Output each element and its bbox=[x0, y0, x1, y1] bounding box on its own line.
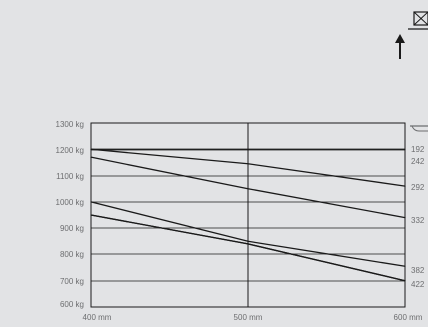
series-labels: 192 242 292 332 382 422 bbox=[411, 145, 425, 289]
lift-arrow-icon bbox=[395, 34, 405, 59]
data-point bbox=[90, 214, 92, 216]
series-label-192: 192 bbox=[411, 145, 425, 154]
y-tick-label: 700 kg bbox=[60, 277, 84, 286]
data-point bbox=[404, 280, 406, 282]
y-tick-label: 800 kg bbox=[60, 250, 84, 259]
data-point bbox=[404, 265, 406, 267]
series-label-382: 382 bbox=[411, 266, 425, 275]
data-point bbox=[90, 201, 92, 203]
y-axis-ticks: 1300 kg 1200 kg 1100 kg 1000 kg 900 kg 8… bbox=[56, 120, 84, 309]
series-lines bbox=[90, 148, 406, 282]
y-tick-label: 1100 kg bbox=[56, 172, 84, 181]
x-tick-label: 600 mm bbox=[394, 313, 423, 322]
y-tick-label: 1000 kg bbox=[56, 198, 84, 207]
x-axis-ticks: 400 mm 500 mm 600 mm bbox=[83, 313, 423, 322]
data-point bbox=[404, 217, 406, 219]
y-tick-label: 1300 kg bbox=[56, 120, 84, 129]
x-tick-label: 500 mm bbox=[234, 313, 263, 322]
series-label-332: 332 bbox=[411, 216, 425, 225]
data-point bbox=[90, 156, 92, 158]
series-label-242: 242 bbox=[411, 157, 425, 166]
grid bbox=[90, 122, 406, 308]
pallet-box-icon bbox=[408, 11, 428, 30]
data-point bbox=[247, 243, 249, 245]
x-tick-label: 400 mm bbox=[83, 313, 112, 322]
series-label-292: 292 bbox=[411, 183, 425, 192]
y-tick-label: 600 kg bbox=[60, 300, 84, 309]
data-point bbox=[247, 163, 249, 165]
y-tick-label: 900 kg bbox=[60, 224, 84, 233]
data-point bbox=[404, 148, 406, 150]
series-label-422: 422 bbox=[411, 280, 425, 289]
y-tick-label: 1200 kg bbox=[56, 146, 84, 155]
data-point bbox=[90, 148, 92, 150]
data-point bbox=[247, 188, 249, 190]
data-point bbox=[247, 240, 249, 242]
fork-icon bbox=[410, 125, 428, 132]
data-point bbox=[404, 185, 406, 187]
data-point bbox=[247, 148, 249, 150]
